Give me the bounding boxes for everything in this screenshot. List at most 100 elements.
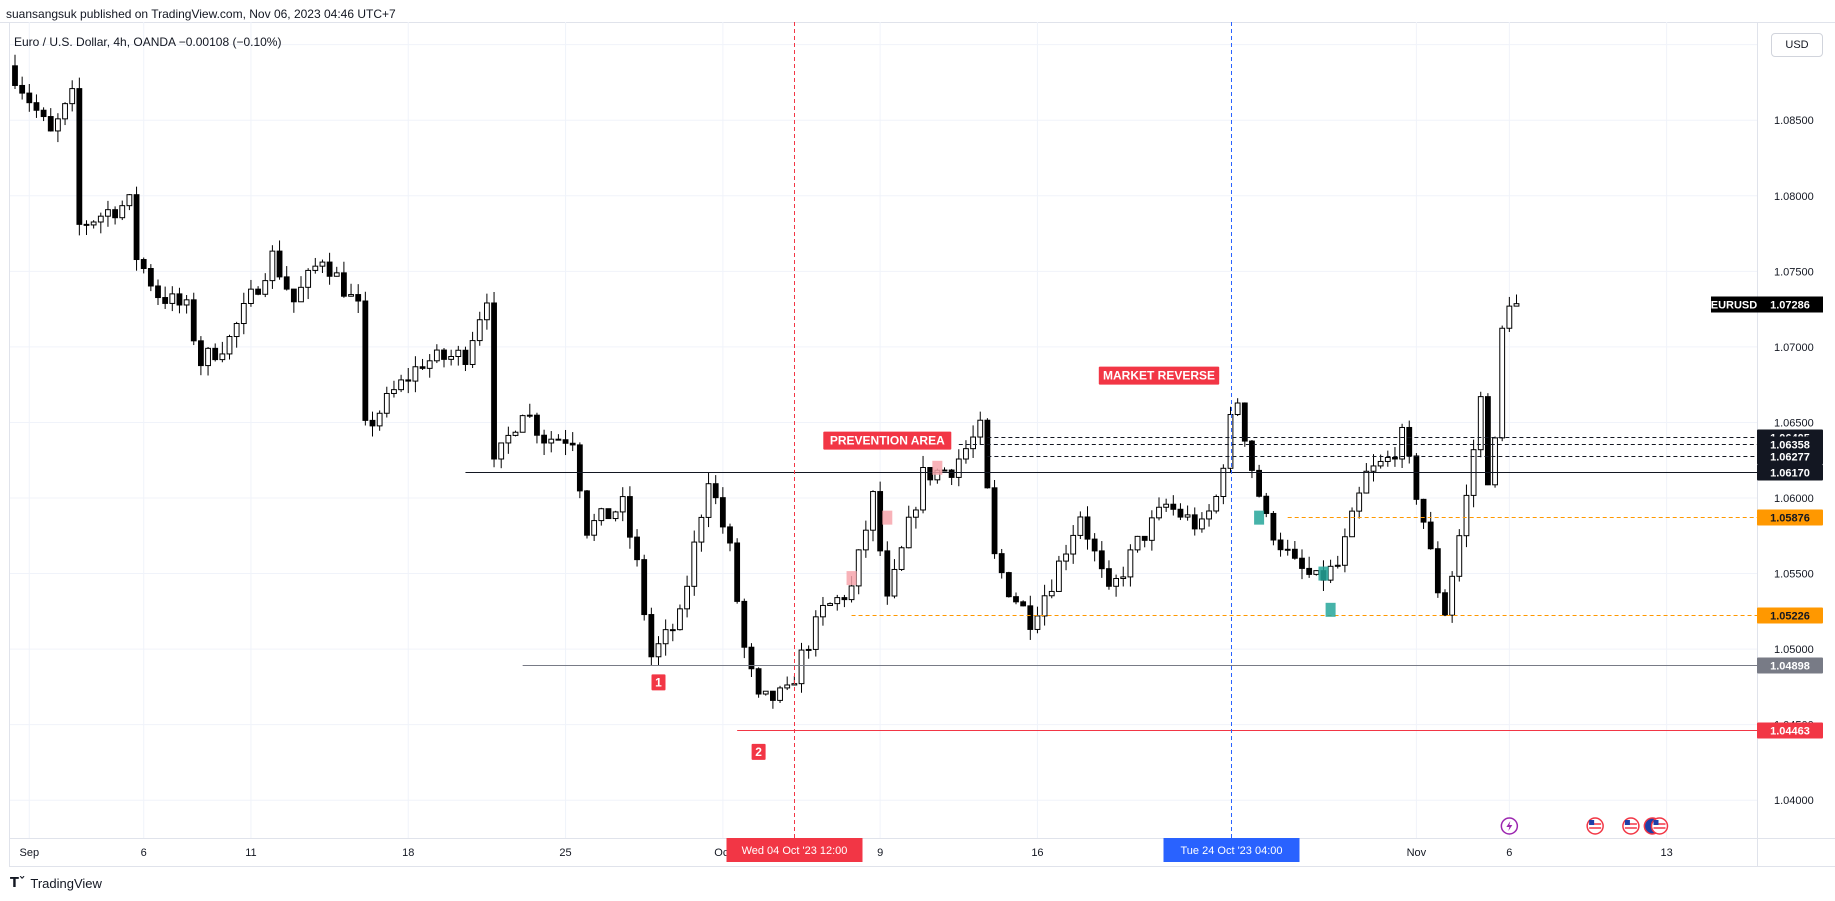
candle-body-down [1177, 508, 1184, 518]
candle-body-up [348, 294, 354, 297]
signal-marker [1254, 510, 1265, 525]
candle-body-up [598, 508, 605, 522]
price-level-tag [1757, 509, 1823, 526]
candle-body-up [226, 336, 233, 355]
candle [1256, 464, 1262, 498]
candle [1213, 494, 1220, 514]
candle [898, 545, 905, 571]
candle-body-down [355, 294, 362, 302]
candle [920, 455, 926, 514]
candle-body-up [548, 438, 555, 444]
candle [777, 685, 783, 703]
candle [727, 523, 733, 552]
y-tick-label: 1.04000 [1774, 795, 1814, 807]
candle-body-down [584, 490, 590, 536]
candle-body-down [147, 268, 154, 287]
candle [1270, 511, 1277, 546]
candle-body-up [469, 340, 476, 365]
currency-button[interactable]: USD [1771, 33, 1823, 57]
signal-marker [1318, 566, 1329, 581]
candle [905, 505, 912, 549]
candle [612, 510, 619, 522]
candle-body-up [777, 687, 783, 701]
price-level-tag [1757, 722, 1823, 739]
candle-body-down [83, 223, 90, 226]
candle [119, 200, 126, 221]
candle [634, 529, 640, 567]
candle [812, 610, 819, 657]
candle [1048, 579, 1055, 599]
candle [190, 292, 197, 346]
candle-body-up [426, 360, 433, 369]
candle-body-up [1156, 506, 1162, 519]
candle-body-down [991, 487, 998, 555]
candle-body-down [569, 442, 576, 446]
candle-body-up [677, 608, 683, 631]
annotation-label: 2 [755, 745, 762, 759]
candle-body-up [619, 496, 626, 513]
candle-body-up [855, 549, 862, 587]
candle [1148, 510, 1155, 551]
candle [1241, 402, 1248, 447]
candle-body-up [1206, 510, 1212, 520]
candle-body-up [1399, 426, 1405, 460]
candle-body-down [841, 597, 848, 601]
candle [1020, 600, 1027, 607]
candle-body-down [998, 553, 1005, 574]
candle [469, 331, 476, 368]
candle-body-up [1313, 570, 1320, 575]
tradingview-brand: TradingView [30, 876, 102, 891]
candle-body-up [1342, 536, 1348, 566]
candle [1313, 570, 1320, 576]
candle-body-down [984, 419, 991, 489]
candle [734, 538, 741, 604]
candle [1299, 549, 1305, 580]
candle-body-up [262, 280, 269, 295]
price-level-label: 1.05226 [1770, 611, 1810, 623]
x-tick-label: 18 [402, 847, 414, 859]
candle [755, 667, 762, 698]
candle-body-up [1199, 518, 1205, 530]
candle [448, 349, 455, 366]
candle [391, 380, 397, 398]
candle [669, 623, 676, 642]
candle-body-up [269, 250, 276, 282]
candle [426, 354, 433, 378]
candle [1084, 506, 1091, 550]
candle-body-down [133, 194, 140, 261]
candle [684, 575, 691, 618]
candle [433, 344, 440, 364]
candle [1442, 589, 1448, 617]
candle-body-up [1113, 578, 1119, 587]
candle [26, 84, 33, 112]
candle [1513, 294, 1520, 307]
candle-body-down [212, 347, 219, 361]
annotation-label: MARKET REVERSE [1103, 369, 1215, 383]
candle [1384, 450, 1391, 467]
symbol-tag-label: EURUSD [1711, 300, 1758, 312]
published-header: suansangsuk published on TradingView.com… [6, 7, 396, 21]
candle-body-up [834, 597, 841, 605]
candle-body-down [462, 349, 469, 365]
candlestick-series [12, 54, 1520, 709]
candle-body-up [870, 491, 876, 531]
candle [233, 321, 240, 348]
candle [1427, 511, 1434, 550]
candle-body-down [719, 497, 726, 528]
candle [362, 291, 369, 426]
candle-body-down [1013, 596, 1019, 603]
candle [677, 604, 683, 631]
candle-body-up [312, 265, 319, 271]
x-tick-label: 25 [559, 847, 571, 859]
tradingview-footer[interactable]: 𝗧ˇ TradingView [10, 876, 102, 891]
candle-body-up [383, 392, 390, 414]
candle-body-down [190, 299, 197, 342]
price-level-tag [1757, 607, 1823, 624]
candle [1005, 571, 1012, 598]
candle-body-down [441, 349, 447, 360]
candle [519, 414, 526, 433]
candle-body-down [283, 276, 290, 290]
candle [548, 431, 555, 453]
price-level-label: 1.06170 [1770, 468, 1810, 480]
